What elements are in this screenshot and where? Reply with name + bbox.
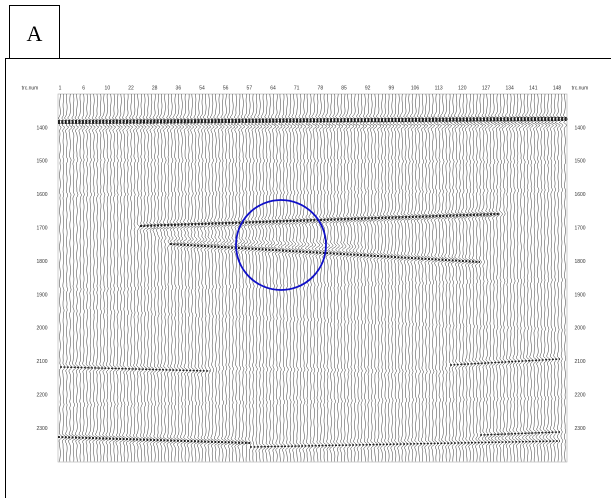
- time-label-left: 1800: [36, 259, 47, 265]
- time-label-left: 2000: [36, 326, 47, 332]
- trace-label: 134: [505, 85, 514, 91]
- time-label-left: 1600: [36, 192, 47, 198]
- time-label-right: 1500: [574, 159, 585, 165]
- panel-label: A: [27, 21, 43, 46]
- trace-label: 36: [176, 85, 182, 91]
- trace-label: 92: [365, 85, 371, 91]
- trace-label: 22: [128, 85, 134, 91]
- time-label-left: 1400: [36, 125, 47, 131]
- figure: A trc.num trc.num 1 6 10 22 28 36 54 56 57 64 71 78…: [0, 0, 611, 498]
- trace-label: 127: [482, 85, 491, 91]
- trace-label: 71: [294, 85, 300, 91]
- trace-label: 10: [105, 85, 111, 91]
- trace-label: 99: [389, 85, 395, 91]
- time-label-left: 2200: [36, 393, 47, 399]
- time-label-right: 2300: [574, 426, 585, 432]
- trace-label: 57: [247, 85, 253, 91]
- trace-label: 113: [435, 85, 443, 91]
- time-label-left: 1700: [36, 226, 47, 232]
- trace-label: 28: [152, 85, 158, 91]
- background: [0, 0, 611, 498]
- trace-axis-title: trc.num: [22, 85, 39, 91]
- time-label-left: 1900: [36, 292, 47, 298]
- trace-label: 6: [82, 85, 85, 91]
- trace-label: 141: [529, 85, 538, 91]
- time-label-left: 2100: [36, 359, 47, 365]
- time-label-right: 1600: [574, 192, 585, 198]
- trace-label: 148: [553, 85, 562, 91]
- time-label-left: 2300: [36, 426, 47, 432]
- time-label-right: 2000: [574, 326, 585, 332]
- time-label-right: 1800: [574, 259, 585, 265]
- time-label-right: 1900: [574, 292, 585, 298]
- trace-axis-title-right: trc.num: [572, 85, 589, 91]
- time-label-right: 2100: [574, 359, 585, 365]
- time-label-right: 1400: [574, 125, 585, 131]
- trace-label: 78: [318, 85, 324, 91]
- trace-label: 64: [270, 85, 276, 91]
- trace-label: 54: [199, 85, 205, 91]
- trace-label: 120: [458, 85, 467, 91]
- time-label-right: 1700: [574, 226, 585, 232]
- trace-label: 1: [59, 85, 62, 91]
- time-label-right: 2200: [574, 393, 585, 399]
- trace-label: 56: [223, 85, 229, 91]
- trace-label: 85: [341, 85, 347, 91]
- trace-label: 106: [411, 85, 420, 91]
- time-label-left: 1500: [36, 159, 47, 165]
